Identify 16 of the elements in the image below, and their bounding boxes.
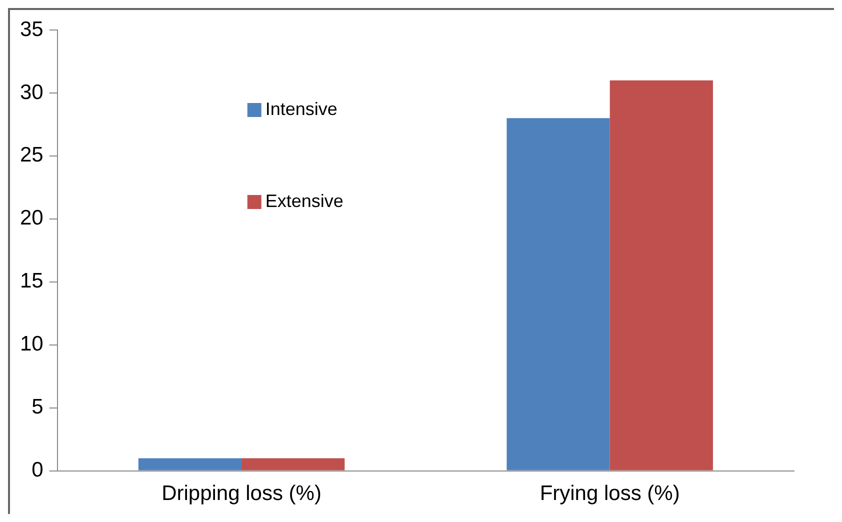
x-tick-label: Dripping loss (%) (162, 482, 322, 506)
legend-label: Extensive (265, 190, 344, 211)
y-tick-label: 0 (32, 458, 44, 482)
bar (242, 458, 345, 470)
y-tick-label: 35 (20, 18, 44, 41)
y-tick-label: 10 (20, 332, 44, 356)
y-tick-label: 15 (20, 270, 44, 293)
legend-label: Intensive (265, 98, 338, 119)
bar (610, 80, 713, 470)
bar (506, 118, 610, 470)
y-tick-label: 25 (20, 144, 44, 167)
x-tick-label: Frying loss (%) (540, 482, 680, 506)
y-tick-label: 30 (20, 80, 44, 104)
y-tick-label: 5 (32, 396, 44, 419)
bar (138, 458, 242, 470)
y-tick-label: 20 (20, 206, 44, 230)
